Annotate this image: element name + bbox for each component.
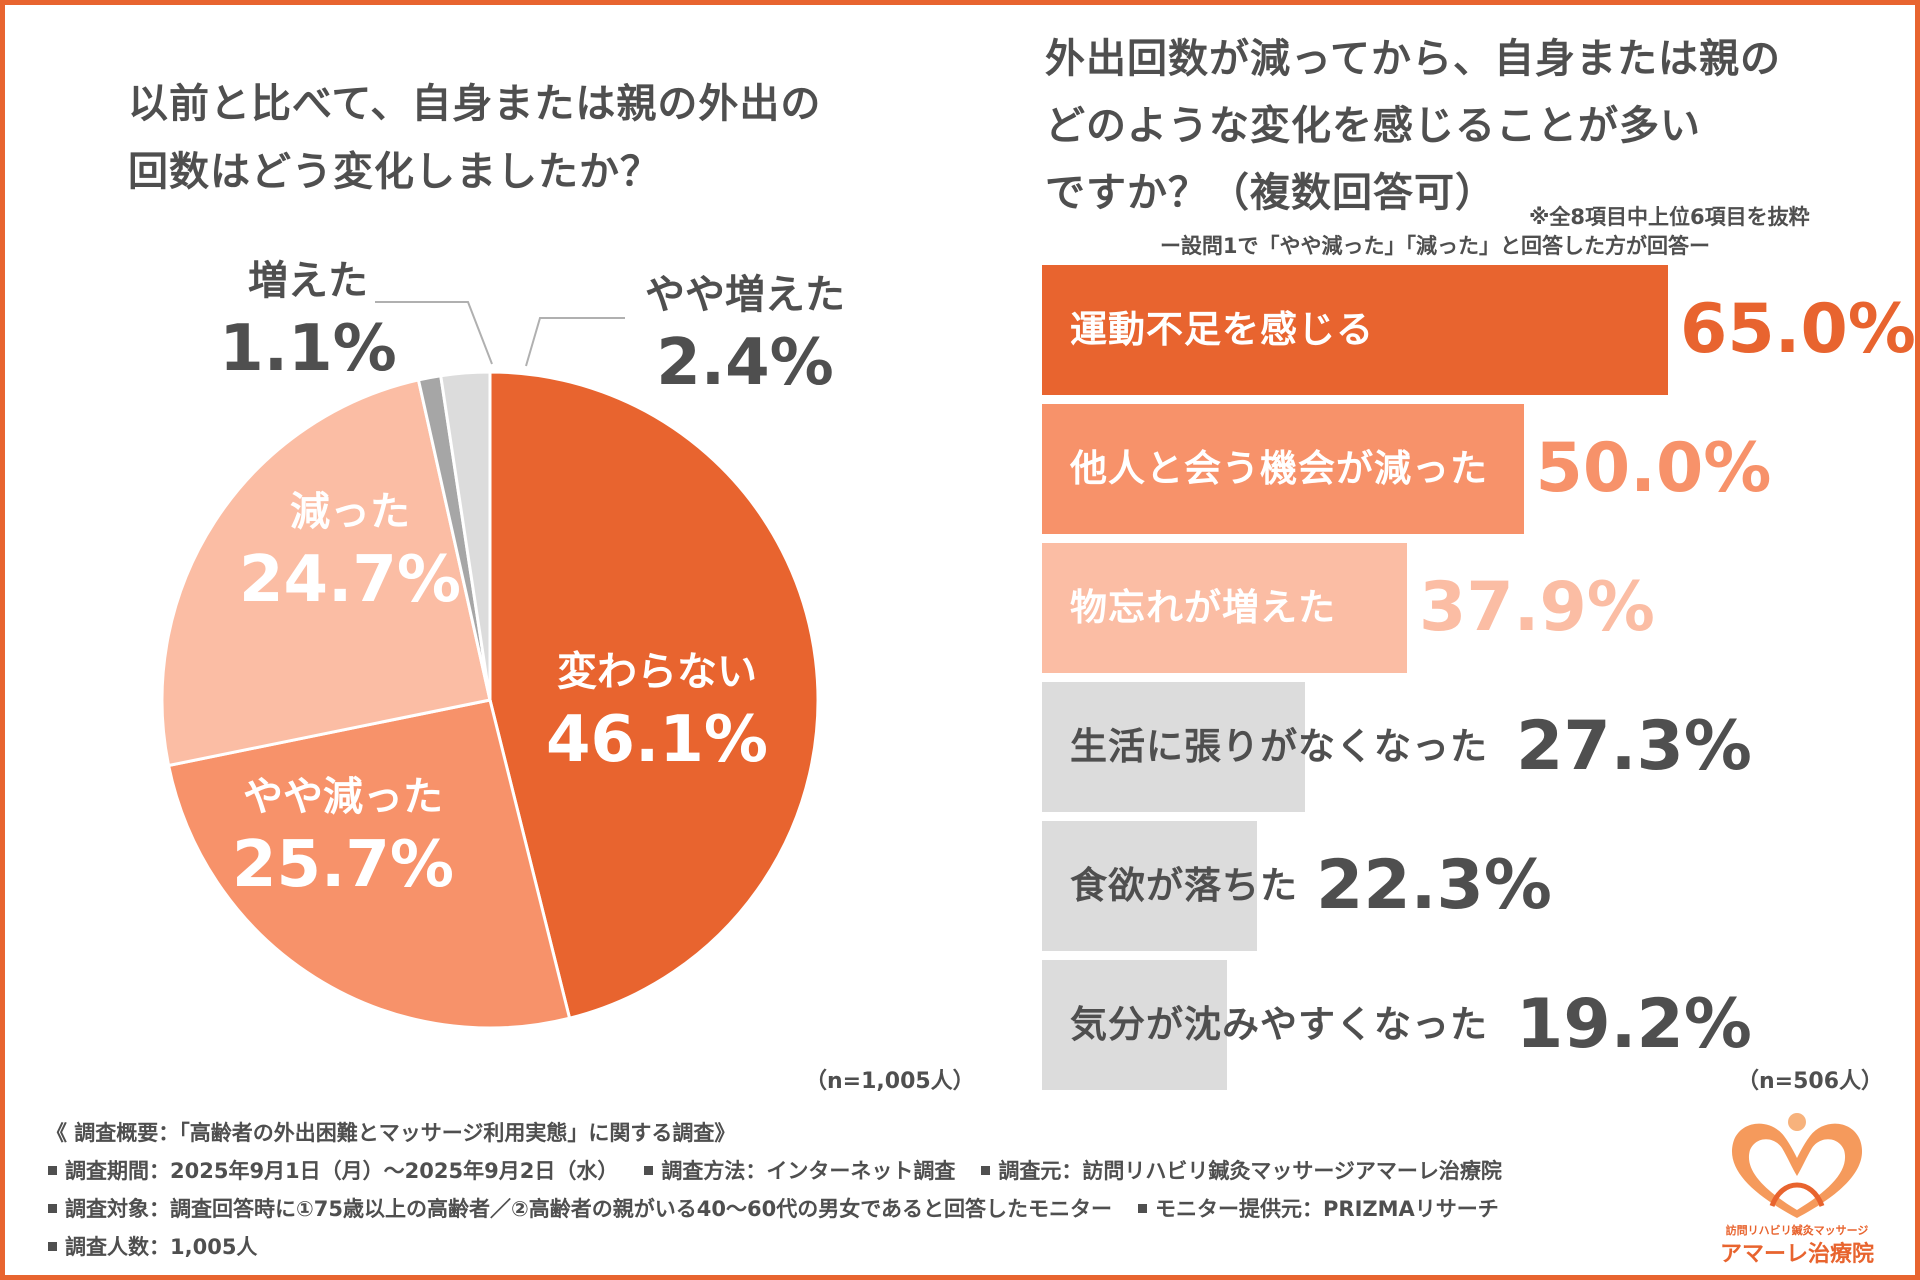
leader-line-slightly-increased [525,317,625,367]
pie-slice-decreased [160,378,492,768]
pie-title-line-1: 以前と比べて、自身または親の外出の [128,81,822,127]
amare-logo-heart-icon [1731,1113,1863,1218]
footer-provider: モニター提供元：PRIZMAリサーチ [1155,1197,1499,1221]
bar-chart-title: 外出回数が減ってから、自身または親の どのような変化を感じることが多い ですか？… [1045,26,1865,229]
bar-chart-subtitle: ー設問1で「やや減った」「減った」と回答した方が回答ー [1159,234,1711,258]
footer-organizer: 調査元：訪問リハビリ鍼灸マッサージアマーレ治療院 [998,1159,1502,1183]
bar-label-5: 食欲が落ちた [1070,864,1298,907]
pie-label-text: 増えた [248,258,368,304]
bar-1 [1042,265,1668,395]
bar-2 [1042,404,1524,534]
bar-label-1: 運動不足を感じる [1070,308,1374,351]
bar-label-3: 物忘れが増えた [1070,586,1336,629]
logo-name: アマーレ治療院 [1719,1242,1874,1267]
bar-4 [1042,682,1305,812]
pie-label-text: 変わらない [557,649,757,695]
pie-label-text: やや増えた [645,272,845,318]
pie-slice-slightly-decreased [166,698,572,1030]
bullet-square-icon [981,1166,991,1175]
bar-value-2: 50.0% [1535,429,1772,508]
bar-chart-note: ※全8項目中上位6項目を抜粋 [1529,205,1810,229]
bar-value-3: 37.9% [1419,568,1655,647]
bullet-square-icon [48,1242,57,1251]
bar-value-6: 19.2% [1516,985,1752,1064]
footer-row-3: 調査人数：1,005人 [46,1228,1686,1266]
footer-count: 調査人数：1,005人 [65,1235,258,1259]
bar-value-1: 65.0% [1680,290,1916,369]
bar-value-4: 27.3% [1516,707,1752,786]
pie-label-pct: 24.7% [238,543,462,617]
pie-label-unchanged: 変わらない 46.1% [546,645,768,781]
pie-chart [160,370,820,1030]
bar-label-6: 気分が沈みやすくなった [1070,1003,1488,1046]
bar-title-line-3: ですか？（複数回答可） [1045,170,1496,216]
footer-period: 調査期間：2025年9月1日（月）〜2025年9月2日（水） [65,1159,619,1183]
leader-line-increased [375,301,493,365]
pie-label-pct: 2.4% [656,326,834,400]
bar-title-line-1: 外出回数が減ってから、自身または親の [1045,36,1781,82]
bullet-square-icon [1138,1204,1148,1213]
pie-slice-unchanged [488,370,820,1021]
pie-label-slightly-decreased: やや減った 25.7% [232,770,454,906]
pie-chart-title: 以前と比べて、自身または親の外出の 回数はどう変化しましたか？ [128,70,888,206]
pie-label-slightly-increased: やや増えた 2.4% [645,268,845,404]
bullet-square-icon [48,1204,57,1213]
bullet-square-icon [644,1166,654,1175]
bar-5 [1042,821,1257,951]
bar-6 [1042,960,1227,1090]
bar-3 [1042,543,1407,673]
pie-sample-size: （n=1,005人） [805,1069,975,1094]
pie-label-pct: 1.1% [219,312,397,386]
pie-label-pct: 25.7% [231,828,455,902]
logo-subtitle: 訪問リハビリ鍼灸マッサージ [1725,1224,1869,1237]
bar-label-2: 他人と会う機会が減った [1070,447,1488,490]
pie-label-increased: 増えた 1.1% [219,254,397,390]
pie-slice-slightly-increased [439,370,492,701]
pie-label-text: 減った [290,489,410,535]
footer-method: 調査方法：インターネット調査 [661,1159,956,1183]
pie-label-decreased: 減った 24.7% [239,485,461,621]
pie-label-text: やや減った [243,774,443,820]
bar-title-line-2: どのような変化を感じることが多い [1045,103,1701,149]
pie-label-pct: 46.1% [545,703,769,777]
bar-label-4: 生活に張りがなくなった [1070,725,1488,768]
bar-value-5: 22.3% [1316,846,1552,925]
footer-row-2: 調査対象：調査回答時に①75歳以上の高齢者／②高齢者の親がいる40〜60代の男女… [46,1190,1686,1228]
bar-sample-size: （n=506人） [1737,1069,1884,1094]
pie-title-line-2: 回数はどう変化しましたか？ [128,149,661,195]
footer-row-1: 調査期間：2025年9月1日（月）〜2025年9月2日（水） 調査方法：インターネ… [46,1152,1686,1190]
footer-survey-title: 《 調査概要：「高齢者の外出困難とマッサージ利用実態」に関する調査》 [46,1121,736,1145]
bullet-square-icon [48,1166,57,1175]
survey-footer: 《 調査概要：「高齢者の外出困難とマッサージ利用実態」に関する調査》 調査期間：… [46,1114,1686,1266]
footer-target: 調査対象：調査回答時に①75歳以上の高齢者／②高齢者の親がいる40〜60代の男女… [65,1197,1113,1221]
